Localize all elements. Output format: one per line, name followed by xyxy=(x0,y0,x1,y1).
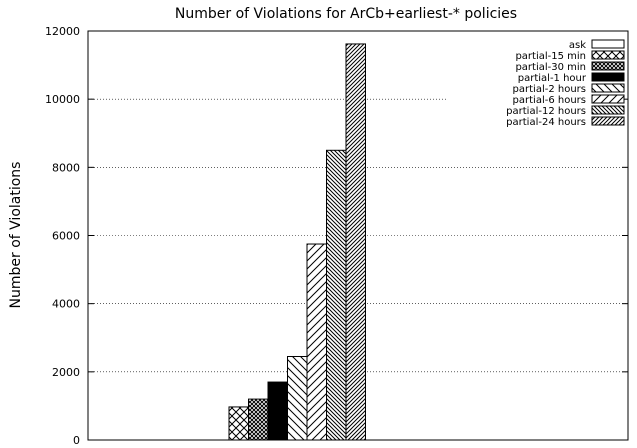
bars xyxy=(228,43,366,441)
legend-label: partial-30 min xyxy=(515,62,586,73)
bar-partial-12-hours xyxy=(326,149,347,441)
legend-swatch xyxy=(591,72,625,82)
legend-swatch xyxy=(591,50,625,60)
plot-frame xyxy=(87,30,629,441)
y-tick-label: 2000 xyxy=(52,366,80,379)
legend-label: partial-12 hours xyxy=(506,106,586,117)
legend-label: partial-24 hours xyxy=(506,117,586,128)
y-axis-ticks: 0 2000 4000 6000 8000 10000 12000 xyxy=(45,25,628,447)
y-tick-label: 6000 xyxy=(52,230,80,243)
legend-swatch xyxy=(591,94,625,104)
legend-label: partial-6 hours xyxy=(513,95,586,106)
bar-partial-1-hour xyxy=(267,381,288,441)
bar-partial-24-hours xyxy=(345,43,366,441)
legend-label: ask xyxy=(569,40,586,51)
legend-label: partial-1 hour xyxy=(518,73,587,84)
legend-swatch xyxy=(591,105,625,115)
bar-partial-15-min xyxy=(228,406,249,441)
bar-partial-6-hours xyxy=(306,243,327,441)
bar-partial-2-hours xyxy=(287,355,308,441)
legend-swatch xyxy=(591,39,625,49)
legend-swatch xyxy=(591,83,625,93)
y-tick-label: 8000 xyxy=(52,161,80,174)
y-tick-label: 4000 xyxy=(52,298,80,311)
y-tick-label: 12000 xyxy=(45,25,80,38)
y-tick-label: 0 xyxy=(73,434,80,447)
chart-title: Number of Violations for ArCb+earliest-*… xyxy=(175,6,517,22)
legend-label: partial-2 hours xyxy=(513,84,586,95)
legend-label: partial-15 min xyxy=(515,51,586,62)
y-axis-label: Number of Violations xyxy=(8,162,24,309)
bar-partial-30-min xyxy=(248,398,269,441)
legend-swatch xyxy=(591,61,625,71)
legend-swatch xyxy=(591,116,625,126)
y-tick-label: 10000 xyxy=(45,93,80,106)
